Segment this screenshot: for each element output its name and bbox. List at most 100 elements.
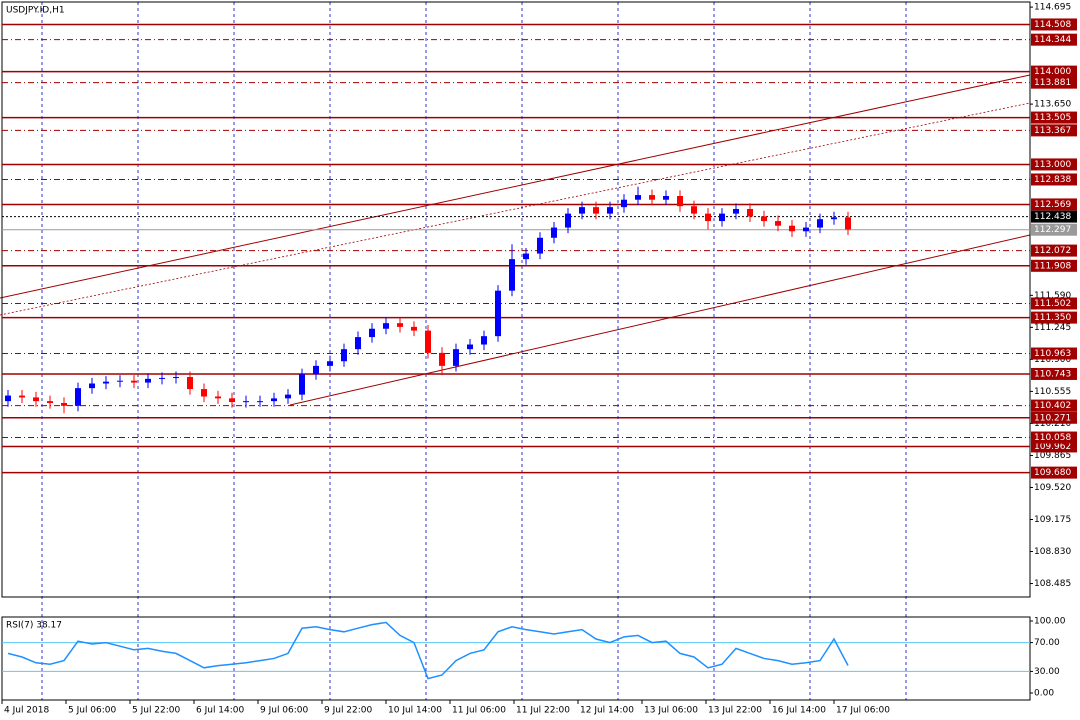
candle-body (187, 377, 193, 390)
price-level-box (1031, 259, 1077, 272)
candle-body (579, 207, 585, 214)
candle-body (649, 195, 655, 200)
price-level-box (1031, 411, 1077, 424)
candle-body (425, 330, 431, 353)
candle-body (439, 352, 445, 366)
candle-body (551, 227, 557, 238)
candle-body (761, 216, 767, 222)
candle-body (159, 377, 165, 379)
candle-body (75, 388, 81, 406)
price-level-label: 109.680 (1034, 468, 1071, 478)
y-tick-label: 110.555 (1034, 387, 1071, 397)
y-tick-label: 109.865 (1034, 451, 1071, 461)
price-level-box (1031, 65, 1077, 78)
x-tick-label: 5 Jul 22:00 (132, 706, 181, 716)
candle-body (663, 196, 669, 200)
price-level-label: 114.344 (1034, 35, 1071, 45)
candle-body (537, 237, 543, 254)
price-level-box (1031, 466, 1077, 479)
price-level-box (1031, 198, 1077, 211)
candle-body (47, 401, 53, 403)
candle-body (131, 380, 137, 383)
price-level-box (1031, 399, 1077, 412)
candle-body (117, 380, 123, 382)
price-level-box (1031, 367, 1077, 380)
price-level-label: 112.838 (1034, 175, 1071, 185)
candle-body (621, 199, 627, 208)
price-level-box (1031, 431, 1077, 444)
price-level-label: 109.962 (1034, 442, 1071, 452)
candle-body (5, 395, 11, 402)
candle-body (831, 217, 837, 220)
candle-body (509, 259, 515, 291)
candle-body (397, 323, 403, 327)
candle-body (355, 337, 361, 350)
candle-body (243, 401, 249, 403)
candle-body (327, 361, 333, 366)
price-level-label: 110.058 (1034, 433, 1071, 443)
candle-body (495, 290, 501, 337)
price-level-label: 112.569 (1034, 200, 1071, 210)
price-level-label: 114.508 (1034, 20, 1071, 30)
rsi-title: RSI(7) 38.17 (6, 621, 62, 631)
candle-body (789, 225, 795, 232)
candle-body (229, 398, 235, 403)
price-level-box (1031, 158, 1077, 171)
candle-body (411, 326, 417, 331)
candle-body (103, 381, 109, 384)
rsi-line (7, 621, 849, 680)
y-tick-label: 0.00 (1034, 689, 1054, 699)
channel-upper (0, 74, 1031, 299)
y-tick-label: 108.485 (1034, 579, 1071, 589)
x-tick-label: 13 Jul 06:00 (644, 706, 698, 716)
price-level-label: 113.881 (1034, 78, 1071, 88)
price-level-label: 113.000 (1034, 160, 1071, 170)
candle-body (719, 213, 725, 222)
candle-body (481, 336, 487, 345)
x-tick-label: 10 Jul 14:00 (388, 706, 442, 716)
candle-body (313, 365, 319, 375)
y-tick-label: 30.00 (1034, 667, 1060, 677)
candle-body (705, 213, 711, 222)
ask-label: 112.297 (1034, 225, 1071, 235)
candle-body (677, 196, 683, 207)
price-level-label: 110.402 (1034, 401, 1071, 411)
candle-body (635, 195, 641, 200)
rsi-pane (1, 616, 1031, 701)
price-level-box (1031, 18, 1077, 31)
x-tick-label: 17 Jul 06:00 (836, 706, 890, 716)
price-level-label: 111.908 (1034, 261, 1071, 271)
candle-body (19, 395, 25, 398)
candle-body (467, 344, 473, 350)
channel-middle (0, 102, 1031, 316)
price-level-box (1031, 173, 1077, 186)
candle-body (201, 389, 207, 397)
price-level-label: 110.271 (1034, 413, 1071, 423)
price-level-label: 113.505 (1034, 113, 1071, 123)
price-level-label: 114.000 (1034, 67, 1071, 77)
candle-body (775, 221, 781, 226)
candle-body (173, 377, 179, 379)
candle-body (61, 402, 67, 406)
y-tick-label: 111.590 (1034, 291, 1071, 301)
main-pane (1, 1, 1031, 598)
candle-body (89, 383, 95, 389)
ask-box (1031, 223, 1077, 236)
y-tick-label: 114.695 (1034, 3, 1071, 13)
x-tick-label: 11 Jul 06:00 (452, 706, 506, 716)
candle-body (733, 208, 739, 214)
x-tick-label: 12 Jul 14:00 (580, 706, 634, 716)
price-level-box (1031, 33, 1077, 46)
x-tick-label: 4 Jul 2018 (4, 706, 49, 716)
price-level-box (1031, 347, 1077, 360)
candle-body (453, 349, 459, 366)
y-tick-label: 110.900 (1034, 355, 1071, 365)
y-tick-label: 111.245 (1034, 323, 1071, 333)
x-tick-label: 6 Jul 14:00 (196, 706, 245, 716)
price-level-label: 110.963 (1034, 349, 1071, 359)
candle-body (691, 206, 697, 214)
price-level-label: 110.743 (1034, 369, 1071, 379)
price-level-box (1031, 311, 1077, 324)
bid-label: 112.438 (1034, 212, 1071, 222)
